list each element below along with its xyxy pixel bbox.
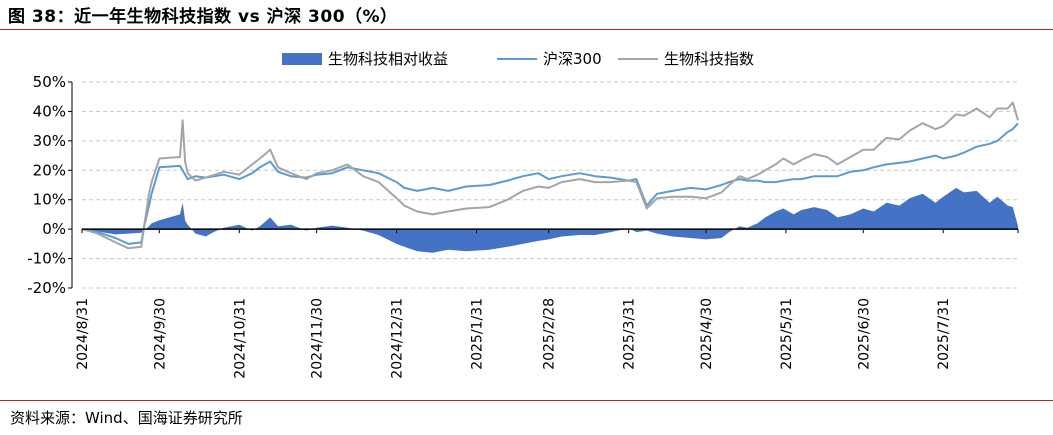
legend-label: 生物科技指数	[664, 50, 754, 68]
x-tick-label: 2025/6/30	[856, 298, 872, 370]
figure-title: 图 38：近一年生物科技指数 vs 沪深 300（%）	[8, 7, 398, 27]
y-tick-label: 0%	[42, 220, 66, 238]
source-divider	[0, 400, 1053, 401]
x-tick-label: 2025/4/30	[699, 298, 715, 370]
title-divider	[0, 29, 1053, 30]
x-tick-label: 2025/5/31	[779, 298, 795, 370]
x-tick-label: 2025/2/28	[542, 298, 558, 370]
x-tick-label: 2025/7/31	[936, 298, 952, 370]
x-tick-label: 2025/3/31	[622, 298, 638, 370]
x-axis: 2024/8/31 2024/9/30 2024/10/31 2024/11/30 20…	[75, 228, 1019, 379]
series-area-relative-return	[82, 187, 1018, 253]
x-tick-label: 2024/9/30	[152, 298, 168, 370]
chart: 生物科技相对收益 沪深300 生物科技指数 50% 40% 30% 20% 10% 0% -10…	[27, 50, 1019, 379]
legend-label: 生物科技相对收益	[328, 50, 448, 68]
source-note: 资料来源：Wind、国海证券研究所	[10, 409, 243, 427]
y-tick-label: 20%	[33, 161, 66, 179]
x-tick-label: 2024/11/30	[310, 298, 326, 379]
grid-lines	[82, 81, 1018, 289]
y-tick-label: 40%	[33, 102, 66, 120]
y-tick-label: -10%	[27, 250, 66, 268]
y-tick-label: 50%	[33, 73, 66, 91]
y-tick-label: 30%	[33, 132, 66, 150]
legend: 生物科技相对收益 沪深300 生物科技指数	[282, 50, 754, 68]
x-tick-label: 2024/12/31	[390, 298, 406, 379]
x-tick-label: 2025/1/31	[470, 298, 486, 370]
series-line-biotech-index	[81, 101, 1019, 250]
x-tick-label: 2024/10/31	[232, 298, 248, 379]
y-tick-label: -20%	[27, 279, 66, 297]
legend-swatch-relative-return	[282, 53, 322, 65]
legend-label: 沪深300	[543, 50, 602, 68]
y-axis: 50% 40% 30% 20% 10% 0% -10% -20%	[27, 73, 73, 297]
y-tick-label: 10%	[33, 191, 66, 209]
series-layer	[81, 101, 1019, 253]
x-tick-label: 2024/8/31	[75, 298, 91, 370]
